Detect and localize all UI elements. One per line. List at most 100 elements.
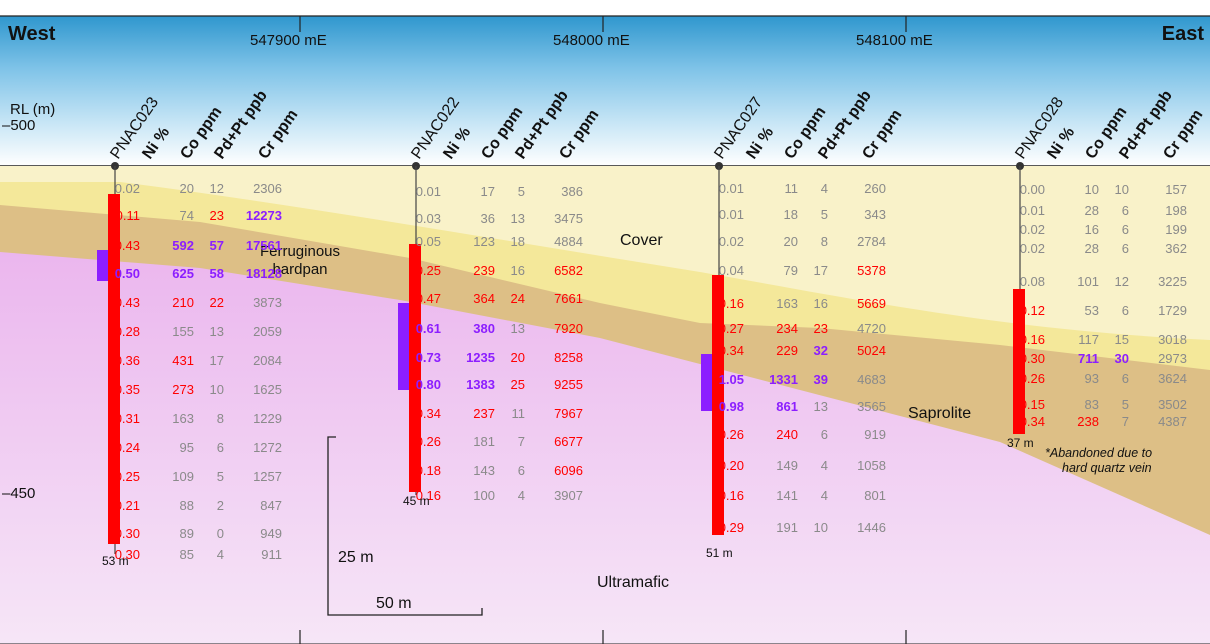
hardpan-unit-label-line2: hardpan — [272, 261, 327, 278]
assay-value: 239 — [473, 263, 495, 278]
assay-value: 0.30 — [115, 526, 140, 541]
assay-value: 20 — [784, 234, 798, 249]
assay-value: 2 — [217, 498, 224, 513]
assay-value: 100 — [473, 488, 495, 503]
assay-value: 23 — [210, 208, 224, 223]
assay-value: 273 — [172, 382, 194, 397]
assay-value: 13 — [814, 399, 828, 414]
assay-value: 79 — [784, 263, 798, 278]
assay-value: 4 — [821, 458, 828, 473]
assay-value: 1729 — [1158, 303, 1187, 318]
assay-value: 0.34 — [416, 406, 441, 421]
assay-value: 0.26 — [1020, 371, 1045, 386]
assay-value: 5 — [518, 184, 525, 199]
assay-value: 0.16 — [416, 488, 441, 503]
assay-value: 801 — [864, 488, 886, 503]
assay-value: 0.18 — [416, 463, 441, 478]
scale-vertical-label: 25 m — [338, 549, 374, 566]
assay-value: 6096 — [554, 463, 583, 478]
assay-value: 85 — [180, 547, 194, 562]
assay-value: 431 — [172, 353, 194, 368]
assay-value: 4 — [821, 488, 828, 503]
assay-value: 0.16 — [1020, 332, 1045, 347]
assay-value: 1058 — [857, 458, 886, 473]
ni-grade-bar — [712, 275, 724, 535]
assay-value: 10 — [1115, 182, 1129, 197]
assay-value: 1235 — [466, 350, 495, 365]
assay-value: 6 — [1122, 371, 1129, 386]
assay-value: 28 — [1085, 203, 1099, 218]
assay-value: 10 — [1085, 182, 1099, 197]
assay-value: 592 — [172, 238, 194, 253]
assay-value: 0.73 — [416, 350, 441, 365]
assay-value: 10 — [814, 520, 828, 535]
assay-value: 919 — [864, 427, 886, 442]
assay-value: 7 — [518, 434, 525, 449]
assay-value: 16 — [814, 296, 828, 311]
assay-value: 234 — [776, 321, 798, 336]
assay-value: 0.12 — [1020, 303, 1045, 318]
assay-value: 141 — [776, 488, 798, 503]
assay-value: 0.25 — [115, 469, 140, 484]
assay-value: 2973 — [1158, 351, 1187, 366]
assay-value: 0.25 — [416, 263, 441, 278]
hole-depth-label: 51 m — [706, 546, 733, 560]
assay-value: 3018 — [1158, 332, 1187, 347]
assay-value: 911 — [261, 547, 282, 562]
ni-grade-bar — [1013, 289, 1025, 434]
assay-value: 6677 — [554, 434, 583, 449]
assay-value: 3624 — [1158, 371, 1187, 386]
assay-value: 58 — [210, 266, 224, 281]
assay-value: 13 — [210, 324, 224, 339]
rl-top-value: –500 — [2, 117, 35, 134]
cover-unit-label: Cover — [620, 232, 663, 249]
assay-value: 0.43 — [115, 238, 140, 253]
abandoned-note-line1: *Abandoned due to — [1045, 446, 1152, 460]
assay-value: 380 — [473, 321, 495, 336]
assay-value: 0.26 — [416, 434, 441, 449]
assay-value: 7967 — [554, 406, 583, 421]
assay-value: 24 — [511, 291, 525, 306]
assay-value: 22 — [210, 295, 224, 310]
assay-value: 89 — [180, 526, 194, 541]
assay-value: 6 — [217, 440, 224, 455]
assay-value: 0.21 — [115, 498, 140, 513]
assay-value: 198 — [1165, 203, 1187, 218]
ultramafic-unit-label: Ultramafic — [597, 574, 669, 591]
hole-depth-label: 53 m — [102, 554, 129, 568]
assay-value: 155 — [172, 324, 194, 339]
assay-value: 3873 — [253, 295, 282, 310]
assay-value: 260 — [864, 181, 886, 196]
pge-grade-bar — [398, 303, 409, 390]
assay-value: 0.80 — [416, 377, 441, 392]
assay-value: 0.02 — [1020, 241, 1045, 256]
assay-value: 0.28 — [115, 324, 140, 339]
header-band — [0, 16, 1210, 166]
assay-value: 238 — [1077, 414, 1099, 429]
assay-value: 0.16 — [719, 296, 744, 311]
assay-value: 0.30 — [115, 547, 140, 562]
assay-value: 0.01 — [719, 207, 744, 222]
assay-value: 10 — [210, 382, 224, 397]
assay-value: 0.02 — [719, 234, 744, 249]
assay-value: 3907 — [554, 488, 583, 503]
assay-value: 0.01 — [1020, 203, 1045, 218]
assay-value: 28 — [1085, 241, 1099, 256]
assay-value: 8 — [821, 234, 828, 249]
scale-bar: 25 m 50 m — [327, 436, 483, 616]
assay-value: 12273 — [246, 208, 282, 223]
assay-value: 3475 — [554, 211, 583, 226]
assay-value: 6 — [821, 427, 828, 442]
assay-value: 13 — [511, 211, 525, 226]
assay-value: 7920 — [554, 321, 583, 336]
assay-value: 0.61 — [416, 321, 441, 336]
ni-grade-bar — [108, 194, 120, 544]
assay-value: 625 — [172, 266, 194, 281]
hole-depth-label: 45 m — [403, 494, 430, 508]
assay-value: 8258 — [554, 350, 583, 365]
assay-value: 53 — [1085, 303, 1099, 318]
ni-grade-bar — [409, 244, 421, 492]
assay-value: 17561 — [246, 238, 282, 253]
assay-value: 0.47 — [416, 291, 441, 306]
